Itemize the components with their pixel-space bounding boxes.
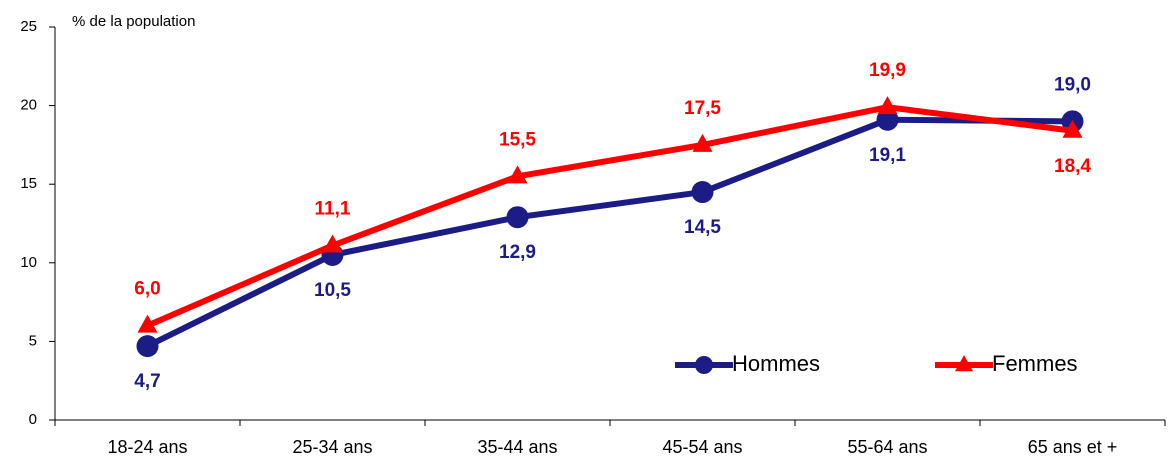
legend-marker [695,356,713,374]
x-tick-label: 55-64 ans [847,437,927,457]
data-point [136,335,159,358]
data-label: 4,7 [134,371,160,392]
data-label: 12,9 [499,242,536,263]
data-label: 10,5 [314,280,351,301]
data-point [877,96,898,115]
data-label: 19,0 [1054,74,1091,95]
legend-label: Hommes [732,351,820,376]
data-point [1062,119,1083,138]
y-tick-label: 10 [20,254,37,271]
data-label: 6,0 [134,279,160,300]
x-tick-label: 25-34 ans [292,437,372,457]
data-point [322,234,343,253]
x-tick-label: 18-24 ans [107,437,187,457]
data-point [691,181,714,204]
data-label: 17,5 [684,98,721,119]
data-label: 19,1 [869,145,906,166]
y-axis-label: % de la population [72,13,195,30]
data-point [876,108,899,131]
data-label: 18,4 [1054,156,1091,177]
legend-marker [955,355,973,372]
y-tick-label: 0 [29,411,37,428]
x-tick-label: 45-54 ans [662,437,742,457]
data-label: 11,1 [315,199,351,220]
series-line [146,116,1073,349]
x-tick-label: 65 ans et + [1028,437,1118,457]
data-point [506,206,529,229]
data-label: 19,9 [869,60,906,81]
y-tick-label: 15 [20,175,37,192]
y-tick-label: 5 [29,332,37,349]
legend-label: Femmes [992,351,1078,376]
data-label: 14,5 [684,217,721,238]
series-line [146,104,1073,329]
data-label: 15,5 [499,129,536,150]
x-tick-label: 35-44 ans [477,437,557,457]
data-point [507,165,528,184]
data-point [137,314,158,333]
data-point [692,133,713,152]
y-tick-label: 25 [20,18,37,35]
y-tick-label: 20 [20,97,37,114]
